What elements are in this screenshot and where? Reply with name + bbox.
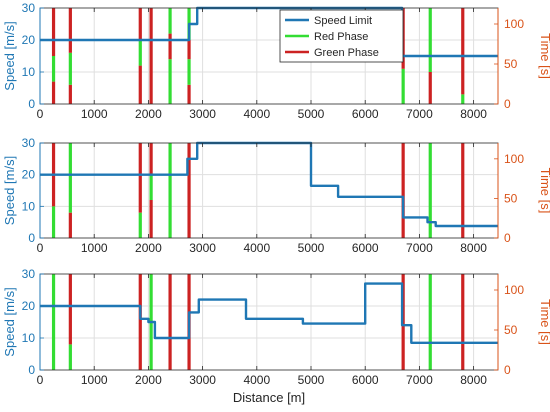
- y2-ticks: 0 50 100: [494, 17, 524, 111]
- y2-tick-label: 100: [504, 17, 524, 31]
- x-tick-label: 1000: [81, 107, 108, 121]
- x-tick-label: 6000: [352, 107, 379, 121]
- y2-tick-label: 100: [504, 283, 524, 297]
- chart-panel-3: 0 1000 2000 3000 4000 5000 6000 7000 80000102030…: [2, 267, 550, 405]
- y-tick-label: 20: [22, 168, 36, 182]
- y-tick-label: 30: [22, 136, 36, 150]
- y-tick-label: 0: [28, 363, 35, 377]
- x-tick-label: 7000: [406, 107, 433, 121]
- x-tick-label: 2000: [135, 241, 162, 255]
- x-tick-label: 6000: [352, 373, 379, 387]
- speed-limit-line: [40, 141, 498, 228]
- y-tick-label: 10: [22, 65, 36, 79]
- x-tick-label: 8000: [460, 107, 487, 121]
- x-tick-label: 0: [37, 373, 44, 387]
- y2-tick-label: 50: [504, 191, 518, 205]
- plot-area: [40, 143, 498, 238]
- y-tick-label: 30: [22, 267, 36, 281]
- y-tick-label: 10: [22, 199, 36, 213]
- x-tick-label: 0: [37, 107, 44, 121]
- chart-panel-2: 0 1000 2000 3000 4000 5000 6000 7000 80000102030…: [2, 136, 550, 255]
- legend-label: Red Phase: [314, 31, 368, 43]
- x-tick-label: 3000: [189, 373, 216, 387]
- x-tick-label: 2000: [135, 107, 162, 121]
- y-tick-label: 10: [22, 331, 36, 345]
- y-axis-label: Speed [m/s]: [2, 156, 17, 225]
- y2-tick-label: 50: [504, 323, 518, 337]
- x-tick-label: 4000: [243, 241, 270, 255]
- y-ticks: 0 10 20 30: [22, 1, 44, 111]
- y2-tick-label: 100: [504, 152, 524, 166]
- x-axis-label: Distance [m]: [233, 390, 305, 405]
- y2-tick-label: 0: [504, 363, 511, 377]
- y-tick-label: 0: [28, 231, 35, 245]
- x-tick-label: 3000: [189, 241, 216, 255]
- y2-tick-label: 50: [504, 57, 518, 71]
- y2-ticks: 0 50 100: [494, 152, 524, 245]
- x-tick-label: 7000: [406, 373, 433, 387]
- x-tick-label: 1000: [81, 241, 108, 255]
- x-tick-label: 5000: [298, 373, 325, 387]
- y-ticks: 0 10 20 30: [22, 136, 44, 245]
- x-tick-label: 5000: [298, 241, 325, 255]
- legend-label: Speed Limit: [314, 15, 372, 27]
- y2-axis-label: Time [s]: [538, 168, 550, 214]
- x-tick-label: 0: [37, 241, 44, 255]
- y-axis-label: Speed [m/s]: [2, 21, 17, 90]
- x-tick-label: 4000: [243, 107, 270, 121]
- y-axis-label: Speed [m/s]: [2, 287, 17, 356]
- x-tick-label: 2000: [135, 373, 162, 387]
- speed-limit-line: [40, 282, 498, 344]
- x-tick-label: 8000: [460, 241, 487, 255]
- y2-ticks: 0 50 100: [494, 283, 524, 377]
- x-tick-label: 4000: [243, 373, 270, 387]
- x-tick-label: 6000: [352, 241, 379, 255]
- y2-tick-label: 0: [504, 97, 511, 111]
- x-ticks: 0 1000 2000 3000 4000 5000 6000 7000 8000: [37, 8, 487, 121]
- x-tick-label: 3000: [189, 107, 216, 121]
- x-tick-label: 8000: [460, 373, 487, 387]
- chart-panel-1: 0 1000 2000 3000 4000 5000 6000 7000 80000102030…: [2, 1, 550, 121]
- y2-axis-label: Time [s]: [538, 33, 550, 79]
- y-tick-label: 20: [22, 299, 36, 313]
- y-tick-label: 0: [28, 97, 35, 111]
- x-ticks: 0 1000 2000 3000 4000 5000 6000 7000 8000: [37, 274, 487, 387]
- legend: Speed Limit Red Phase Green Phase: [279, 9, 404, 63]
- x-tick-label: 1000: [81, 373, 108, 387]
- y2-axis-label: Time [s]: [538, 299, 550, 345]
- x-tick-label: 7000: [406, 241, 433, 255]
- x-tick-label: 5000: [298, 107, 325, 121]
- y-ticks: 0 10 20 30: [22, 267, 44, 377]
- y-tick-label: 20: [22, 33, 36, 47]
- legend-label: Green Phase: [314, 47, 379, 59]
- y-tick-label: 30: [22, 1, 36, 15]
- signal-phases: [51, 8, 465, 104]
- x-ticks: 0 1000 2000 3000 4000 5000 6000 7000 8000: [37, 143, 487, 255]
- y2-tick-label: 0: [504, 231, 511, 245]
- grid: [40, 143, 498, 238]
- plot-area: [40, 274, 498, 370]
